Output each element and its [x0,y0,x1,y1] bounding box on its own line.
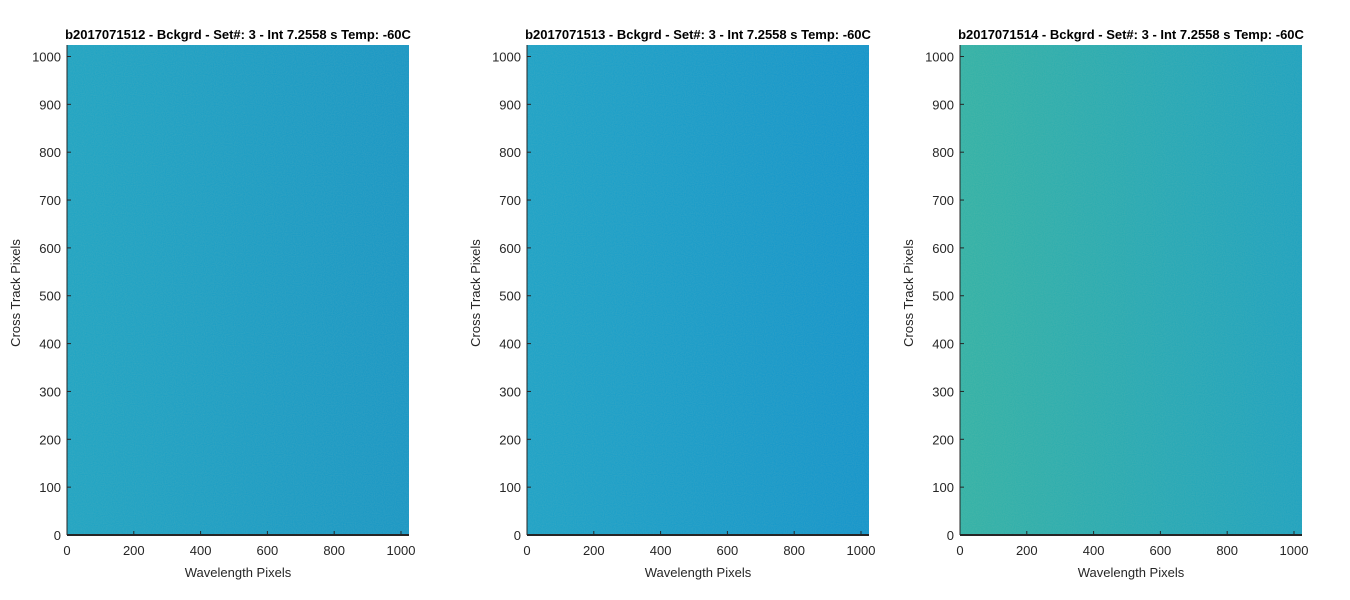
y-tick-label: 300 [932,384,954,399]
x-tick-label: 800 [1216,543,1238,558]
y-tick-label: 400 [499,337,521,352]
y-axis-label: Cross Track Pixels [901,239,916,347]
x-tick-label: 200 [1016,543,1038,558]
x-tick-label: 800 [783,543,805,558]
x-tick-label: 600 [717,543,739,558]
y-tick-label: 400 [932,337,954,352]
y-tick-label: 200 [499,432,521,447]
y-tick-label: 700 [932,193,954,208]
y-tick-label: 300 [499,384,521,399]
heatmap-noise [67,45,409,535]
x-tick-label: 600 [257,543,279,558]
y-tick-label: 800 [499,145,521,160]
x-tick-label: 200 [583,543,605,558]
y-tick-label: 100 [499,480,521,495]
x-axis-label: Wavelength Pixels [1078,565,1185,580]
x-tick-label: 0 [956,543,963,558]
heatmap-noise [527,45,869,535]
y-tick-label: 800 [39,145,61,160]
y-tick-label: 900 [932,97,954,112]
y-tick-label: 600 [39,241,61,256]
y-tick-label: 700 [499,193,521,208]
chart-title: b2017071514 - Bckgrd - Set#: 3 - Int 7.2… [958,27,1304,42]
x-tick-label: 600 [1150,543,1172,558]
chart-panel-2: 0 200 400 600 800 1000 0 100 200 300 400 500 600 700 8… [468,27,875,580]
y-tick-label: 0 [54,528,61,543]
chart-title: b2017071513 - Bckgrd - Set#: 3 - Int 7.2… [525,27,871,42]
y-tick-label: 900 [39,97,61,112]
chart-title: b2017071512 - Bckgrd - Set#: 3 - Int 7.2… [65,27,411,42]
x-tick-label: 800 [323,543,345,558]
y-tick-label: 200 [932,432,954,447]
x-tick-label: 400 [1083,543,1105,558]
y-tick-label: 200 [39,432,61,447]
chart-panel-1: 0 200 400 600 800 1000 0 100 200 300 400 500 600 700 8… [8,27,415,580]
x-tick-label: 400 [190,543,212,558]
y-tick-label: 100 [39,480,61,495]
y-tick-label: 1000 [925,49,954,64]
x-tick-label: 1000 [1280,543,1309,558]
y-tick-label: 300 [39,384,61,399]
x-tick-label: 400 [650,543,672,558]
x-axis-label: Wavelength Pixels [185,565,292,580]
heatmap-noise [960,45,1302,535]
y-tick-label: 800 [932,145,954,160]
y-tick-label: 500 [499,289,521,304]
y-tick-label: 0 [514,528,521,543]
y-tick-label: 900 [499,97,521,112]
y-tick-label: 700 [39,193,61,208]
y-tick-label: 600 [499,241,521,256]
y-tick-label: 500 [932,289,954,304]
y-tick-label: 100 [932,480,954,495]
y-tick-label: 1000 [32,49,61,64]
y-tick-label: 1000 [492,49,521,64]
chart-panel-3: 0 200 400 600 800 1000 0 100 200 300 400 500 600 700 8… [901,27,1308,580]
y-axis-label: Cross Track Pixels [8,239,23,347]
x-axis-label: Wavelength Pixels [645,565,752,580]
x-tick-label: 0 [63,543,70,558]
x-tick-label: 1000 [847,543,876,558]
y-tick-label: 500 [39,289,61,304]
x-tick-label: 0 [523,543,530,558]
y-tick-label: 400 [39,337,61,352]
y-tick-label: 0 [947,528,954,543]
y-tick-label: 600 [932,241,954,256]
x-tick-label: 1000 [387,543,416,558]
x-tick-label: 200 [123,543,145,558]
y-axis-label: Cross Track Pixels [468,239,483,347]
